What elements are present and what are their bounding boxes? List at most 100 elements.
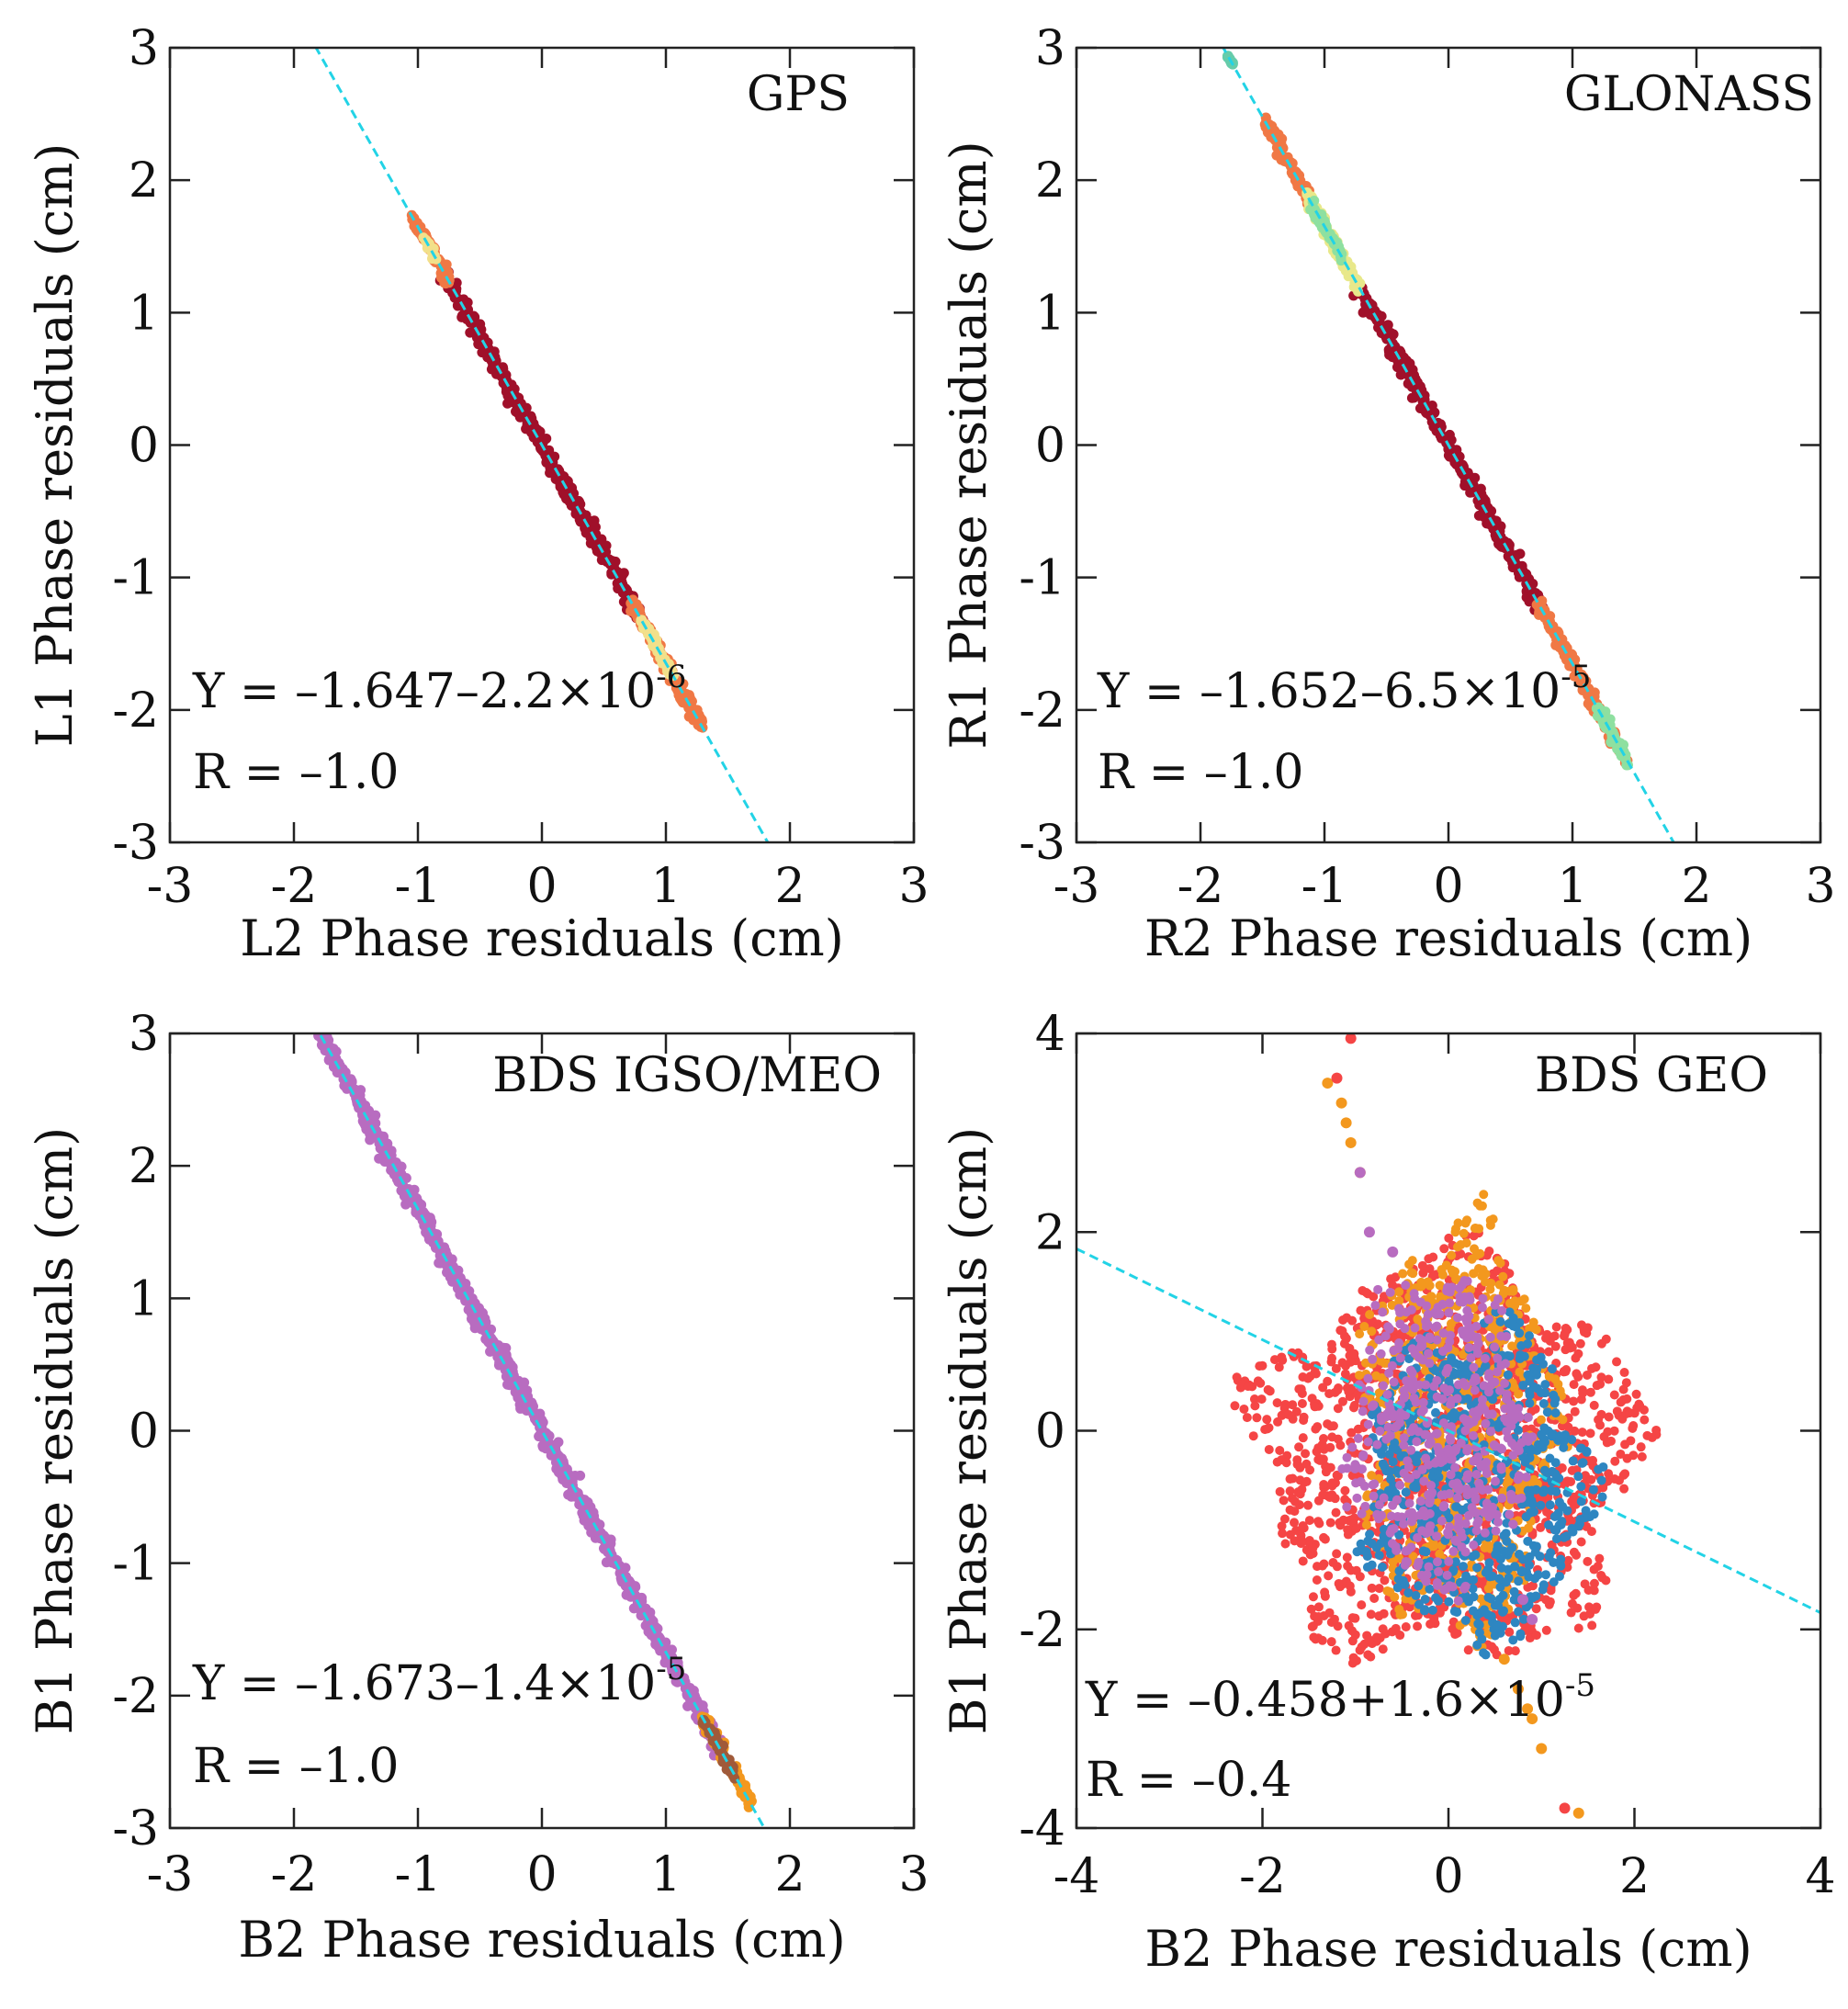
data-point: [1504, 1475, 1514, 1485]
data-point: [1589, 1400, 1599, 1410]
data-point: [1332, 1549, 1342, 1559]
data-point: [1340, 1485, 1350, 1495]
x-tick-label: 1: [650, 859, 681, 914]
x-tick-label: -1: [1301, 859, 1348, 914]
data-point: [1557, 1463, 1567, 1473]
data-point: [1462, 1215, 1472, 1225]
data-point: [1328, 1558, 1338, 1568]
data-point: [1569, 1380, 1579, 1390]
y-tick-label: 1: [129, 286, 159, 341]
data-point: [1248, 1431, 1258, 1441]
data-point: [1561, 1367, 1571, 1377]
x-tick-label: 2: [774, 859, 805, 914]
data-point: [1335, 255, 1347, 266]
data-point: [1362, 1492, 1372, 1502]
data-point: [1587, 1620, 1597, 1631]
data-point: [1612, 1357, 1622, 1367]
y-tick-label: -1: [1019, 551, 1065, 606]
data-point: [1301, 1459, 1312, 1469]
data-point: [1388, 1557, 1398, 1567]
x-tick-label: -1: [395, 1847, 442, 1902]
data-point: [1346, 1357, 1356, 1367]
data-point: [1495, 1258, 1505, 1268]
y-tick-label: -2: [112, 683, 159, 739]
data-point: [1619, 1368, 1629, 1378]
data-point: [1549, 1331, 1560, 1341]
data-point: [1273, 1416, 1283, 1427]
data-point: [1583, 1323, 1593, 1333]
data-point: [1281, 1458, 1291, 1468]
fit-equation-base: Y = –1.652–6.5×10: [1097, 664, 1561, 719]
data-point: [1288, 1400, 1298, 1410]
data-point: [460, 1295, 471, 1306]
data-point: [1565, 1515, 1575, 1525]
data-point: [1275, 1486, 1285, 1496]
series-core: [434, 263, 648, 626]
data-point: [1239, 1404, 1249, 1414]
data-point: [1296, 1384, 1306, 1394]
data-point: [1313, 1495, 1324, 1506]
fit-equation: Y = –1.652–6.5×10-5: [1097, 659, 1591, 719]
fit-equation-exponent: -5: [1561, 659, 1591, 695]
data-point: [1572, 1603, 1583, 1613]
data-point: [1625, 1408, 1635, 1418]
data-point: [1507, 562, 1518, 573]
data-point: [537, 1440, 548, 1451]
data-point: [1315, 1455, 1325, 1465]
data-point: [1481, 1277, 1491, 1287]
data-point: [1232, 1372, 1242, 1383]
data-point: [1550, 1341, 1561, 1351]
data-point: [1456, 1249, 1466, 1259]
data-point: [1290, 1496, 1301, 1507]
data-point: [1480, 495, 1491, 506]
data-point: [1637, 1451, 1647, 1462]
data-point: [1573, 1349, 1583, 1359]
y-tick-label: 3: [129, 1007, 159, 1062]
data-point: [1340, 1369, 1350, 1379]
data-point: [1451, 1274, 1460, 1284]
data-point: [1298, 1521, 1308, 1531]
data-point: [1418, 1268, 1428, 1278]
data-point: [1419, 394, 1430, 405]
data-point: [1334, 1578, 1344, 1588]
data-point: [1498, 1271, 1508, 1281]
fit-equation-base: Y = –1.647–2.2×10: [192, 664, 656, 719]
data-point: [1242, 1413, 1252, 1423]
data-point: [655, 652, 666, 663]
data-point: [1450, 1227, 1460, 1237]
correlation-text: R = –1.0: [193, 745, 399, 800]
x-tick-label: -2: [271, 1847, 318, 1902]
data-point: [1425, 1264, 1435, 1274]
data-point: [504, 1380, 515, 1391]
x-tick-label: 1: [650, 1847, 681, 1902]
data-point: [1343, 1561, 1353, 1571]
data-point: [1391, 1272, 1401, 1282]
data-point: [1447, 1250, 1457, 1260]
correlation-text: R = –1.0: [1098, 745, 1303, 800]
plot-area: [312, 1033, 766, 1828]
data-point: [1531, 1604, 1541, 1614]
data-point: [1366, 1609, 1376, 1620]
y-tick-label: 3: [1035, 21, 1065, 76]
data-point: [1325, 1421, 1335, 1431]
data-point: [1380, 1575, 1390, 1586]
data-point: [1398, 1269, 1408, 1279]
data-point: [451, 286, 462, 297]
data-point: [1369, 1593, 1380, 1603]
data-point: [1325, 1518, 1335, 1528]
data-point: [1306, 1604, 1316, 1614]
x-axis-label: R2 Phase residuals (cm): [1144, 909, 1752, 967]
data-point: [1573, 1371, 1583, 1382]
data-point: [1437, 1265, 1447, 1275]
data-point: [485, 1346, 496, 1357]
data-point: [1279, 1514, 1290, 1524]
data-point: [1563, 1422, 1573, 1432]
x-tick-label: -3: [147, 859, 194, 914]
data-point: [1330, 1387, 1340, 1397]
data-point: [1395, 1609, 1405, 1620]
y-tick-label: 3: [129, 21, 159, 76]
data-point: [1583, 698, 1594, 709]
